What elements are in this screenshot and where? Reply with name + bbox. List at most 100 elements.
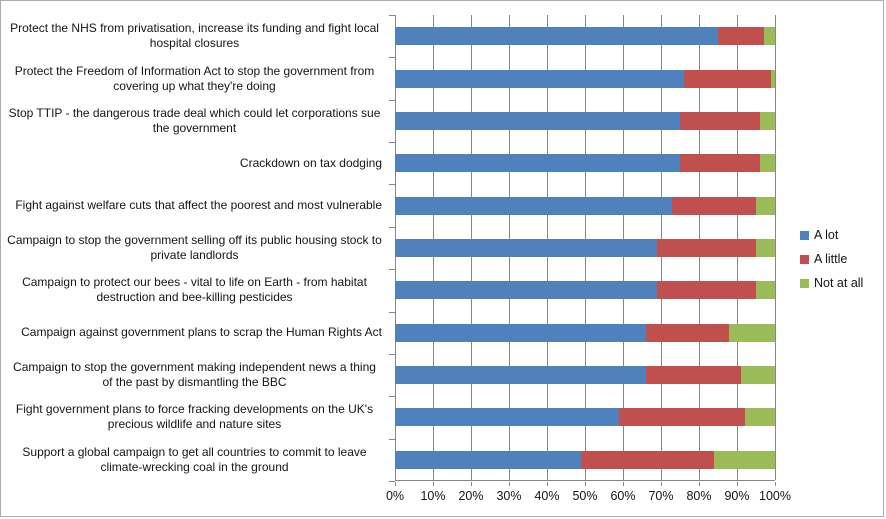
stacked-bar (395, 281, 775, 300)
gridline (775, 15, 776, 480)
bar-segment-a-little (680, 111, 760, 130)
bar-segment-a-little (718, 27, 764, 46)
bar-segment-not-at-all (740, 366, 775, 385)
bar-segment-not-at-all (771, 69, 775, 88)
bar-segment-a-little (581, 450, 715, 469)
value-tick-label: 70% (648, 489, 674, 503)
bar-row (395, 227, 775, 269)
value-tick-label: 20% (458, 489, 484, 503)
legend-item-a-lot: A lot (800, 223, 863, 247)
value-tick-label: 60% (610, 489, 636, 503)
bar-segment-a-lot (395, 408, 620, 427)
bar-segment-a-lot (395, 111, 680, 130)
category-label: Stop TTIP - the dangerous trade deal whi… (8, 105, 381, 135)
category-label: Fight government plans to force fracking… (15, 402, 374, 432)
legend: A lot A little Not at all (800, 223, 863, 295)
bar-row (395, 312, 775, 354)
bar-segment-a-little (657, 238, 756, 257)
value-tick-mark (509, 482, 510, 486)
stacked-bar (395, 27, 775, 46)
category-label-row: Crackdown on tax dodging (7, 142, 389, 184)
category-tick-mark (389, 99, 395, 101)
bar-segment-not-at-all (755, 196, 775, 215)
category-label-row: Campaign against government plans to scr… (7, 312, 389, 354)
bar-segment-a-little (683, 69, 772, 88)
bar-segment-a-little (619, 408, 745, 427)
bar-segment-not-at-all (714, 450, 775, 469)
category-label-row: Protect the NHS from privatisation, incr… (7, 15, 389, 57)
category-label: Campaign to stop the government selling … (7, 232, 382, 262)
bar-segment-a-little (645, 323, 730, 342)
value-tick-label: 90% (724, 489, 750, 503)
category-tick-mark (389, 184, 395, 186)
category-label: Support a global campaign to get all cou… (22, 444, 367, 474)
stacked-bar (395, 450, 775, 469)
category-label-row: Protect the Freedom of Information Act t… (7, 57, 389, 99)
bar-segment-a-lot (395, 69, 684, 88)
bar-segment-not-at-all (744, 408, 775, 427)
stacked-bar (395, 154, 775, 173)
stacked-bar (395, 366, 775, 385)
category-axis-labels: Protect the NHS from privatisation, incr… (7, 15, 389, 481)
value-tick-mark (699, 482, 700, 486)
value-tick-mark (395, 482, 396, 486)
bar-segment-not-at-all (759, 154, 775, 173)
category-tick-mark (389, 142, 395, 144)
bar-row (395, 269, 775, 311)
category-label: Fight against welfare cuts that affect t… (15, 198, 382, 213)
bar-row (395, 57, 775, 99)
legend-item-a-little: A little (800, 247, 863, 271)
legend-label: A little (814, 252, 848, 266)
bar-row (395, 439, 775, 481)
stacked-bar (395, 196, 775, 215)
bar-segment-a-lot (395, 154, 680, 173)
bar-row (395, 184, 775, 226)
value-tick-mark (547, 482, 548, 486)
legend-swatch-a-lot (800, 230, 809, 240)
plot-area (395, 15, 776, 481)
bar-segment-a-lot (395, 450, 582, 469)
legend-item-not-at-all: Not at all (800, 271, 863, 295)
category-label: Campaign to stop the government making i… (13, 360, 376, 390)
category-label: Campaign to protect our bees - vital to … (22, 275, 367, 305)
value-tick-label: 30% (496, 489, 522, 503)
value-tick-mark (585, 482, 586, 486)
category-label: Protect the Freedom of Information Act t… (14, 63, 375, 93)
value-tick-label: 50% (572, 489, 598, 503)
value-tick-label: 100% (759, 489, 791, 503)
category-label-row: Campaign to stop the government selling … (7, 227, 389, 269)
legend-swatch-not-at-all (800, 278, 809, 288)
value-tick-label: 40% (534, 489, 560, 503)
stacked-bar (395, 408, 775, 427)
value-tick-mark (433, 482, 434, 486)
bar-segment-a-lot (395, 281, 658, 300)
bar-segment-not-at-all (729, 323, 775, 342)
bar-segment-a-little (680, 154, 760, 173)
bar-row (395, 142, 775, 184)
bar-segment-a-little (645, 366, 741, 385)
bar-segment-not-at-all (755, 281, 775, 300)
value-tick-label: 10% (420, 489, 446, 503)
stacked-bar (395, 111, 775, 130)
bar-row (395, 100, 775, 142)
category-tick-mark (389, 481, 395, 482)
bar-segment-a-lot (395, 238, 658, 257)
bar-row (395, 354, 775, 396)
category-tick-mark (389, 15, 395, 16)
value-tick-mark (775, 482, 776, 486)
value-tick-label: 80% (686, 489, 712, 503)
value-tick-mark (471, 482, 472, 486)
bar-segment-a-lot (395, 27, 718, 46)
category-tick-mark (389, 226, 395, 228)
bar-segment-a-little (657, 281, 756, 300)
bar-row (395, 15, 775, 57)
legend-swatch-a-little (800, 254, 809, 264)
bar-segment-not-at-all (763, 27, 775, 46)
category-tick-mark (389, 269, 395, 271)
category-label-row: Support a global campaign to get all cou… (7, 439, 389, 481)
value-tick-mark (737, 482, 738, 486)
category-label: Campaign against government plans to scr… (21, 325, 382, 340)
bar-segment-a-lot (395, 323, 646, 342)
bar-row (395, 396, 775, 438)
